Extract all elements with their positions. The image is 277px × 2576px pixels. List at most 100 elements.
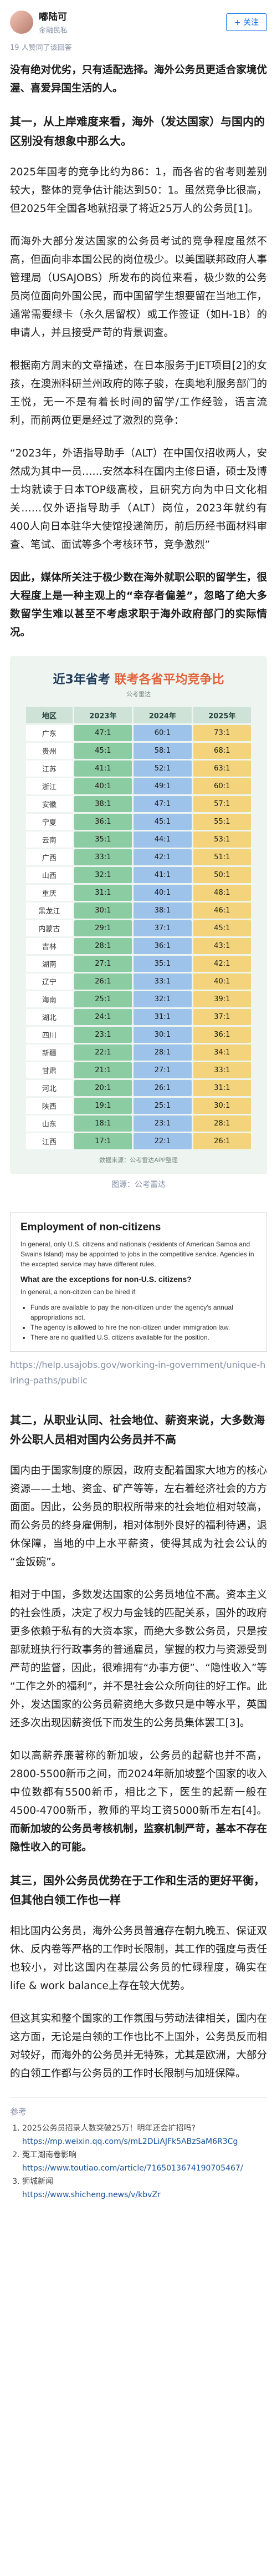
table-cell: 广东: [26, 725, 73, 741]
table-cell: 贵州: [26, 743, 73, 759]
shot-bullet: There are no qualified U.S. citizens ava…: [30, 1332, 257, 1342]
table-cell: 60:1: [193, 778, 251, 794]
table-cell: 内蒙古: [26, 920, 73, 936]
table-cell: 46:1: [193, 902, 251, 919]
table-cell: 四川: [26, 1027, 73, 1043]
table-cell: 58:1: [134, 743, 192, 759]
table-footnote: 数据来源：公考雷达APP整理: [99, 1157, 178, 1164]
author-name[interactable]: 嘟陆可: [39, 12, 67, 23]
table-row: 黑龙江 30:1 38:1 46:1: [26, 902, 251, 919]
table-cell: 41:1: [74, 760, 132, 777]
table-row: 重庆 31:1 40:1 48:1: [26, 885, 251, 901]
table-cell: 浙江: [26, 778, 73, 794]
shot-text: In general, a non-citizen can be hired i…: [20, 1288, 137, 1296]
table-cell: 32:1: [134, 991, 192, 1007]
table-cell: 42:1: [134, 849, 192, 865]
column-header: 2024年: [134, 707, 192, 723]
table-title: 近3年省考 联考各省平均竞争比: [24, 670, 253, 687]
table-cell: 44:1: [134, 831, 192, 848]
table-row: 江苏 41:1 52:1 63:1: [26, 760, 251, 777]
header-row: 地区 2023年 2024年 2025年: [26, 707, 251, 723]
table-cell: 安徽: [26, 796, 73, 812]
table-row: 云南 35:1 44:1 53:1: [26, 831, 251, 848]
heading: 其一，从上岸难度来看，海外（发达国家）与国内的区别没有想象中那么大。: [10, 115, 265, 148]
table-cell: 甘肃: [26, 1062, 73, 1078]
source-link[interactable]: https://help.usajobs.gov/working-in-gove…: [10, 1360, 266, 1386]
screenshot[interactable]: Employment of non-citizens In general, o…: [10, 1212, 267, 1352]
reference-link[interactable]: https://www.toutiao.com/article/71650136…: [22, 2164, 243, 2173]
table-row: 内蒙古 29:1 37:1 45:1: [26, 920, 251, 936]
table-cell: 42:1: [193, 956, 251, 972]
table-cell: 新疆: [26, 1044, 73, 1061]
reference-title: 狮城新闻: [22, 2177, 53, 2186]
table-cell: 60:1: [134, 725, 192, 741]
table-cell: 43:1: [193, 938, 251, 954]
table-cell: 山东: [26, 1115, 73, 1132]
paragraph: 根据南方周末的文章描述，在日本服务于JET项目[2]的女孩，在澳洲科研兰州政府的…: [10, 360, 267, 427]
reference: 冤工湖南卷影响 https://www.toutiao.com/article/7…: [22, 2148, 267, 2175]
table-cell: 34:1: [193, 1044, 251, 1061]
table-cell: 云南: [26, 831, 73, 848]
table-row: 吉林 28:1 36:1 43:1: [26, 938, 251, 954]
table-cell: 宁夏: [26, 814, 73, 830]
table-cell: 重庆: [26, 885, 73, 901]
table-cell: 27:1: [74, 956, 132, 972]
reference-list: 2025公务员招录人数突破25万！明年还会扩招吗? https://mp.weix…: [10, 2122, 267, 2202]
table-cell: 江苏: [26, 760, 73, 777]
table-row: 山东 18:1 23:1 28:1: [26, 1115, 251, 1132]
table-cell: 23:1: [134, 1115, 192, 1132]
reference: 狮城新闻 https://www.shicheng.news/v/kbvZr: [22, 2175, 267, 2202]
follow-button[interactable]: + 关注: [225, 13, 267, 31]
table-row: 湖南 27:1 35:1 42:1: [26, 956, 251, 972]
text: 如以高薪养廉著称的新加坡，公务员的起薪也并不高，2800-5500新币之间，而2…: [10, 1750, 267, 1817]
paragraph: 相对于中国，多数发达国家的公务员地位不高。资本主义的社会性质，决定了权力与金钱的…: [10, 1589, 267, 1729]
table-cell: 55:1: [193, 814, 251, 830]
table-cell: 41:1: [134, 867, 192, 883]
quote: “2023年，外语指导助手（ALT）在中国仅招收两人，安然成为其中一员……安然本…: [10, 448, 267, 551]
shot-bullet: Funds are available to pay the non-citiz…: [30, 1302, 257, 1322]
table-cell: 40:1: [134, 885, 192, 901]
table-cell: 27:1: [134, 1062, 192, 1078]
table-cell: 30:1: [74, 902, 132, 919]
column-header: 地区: [26, 707, 73, 723]
table-cell: 47:1: [134, 796, 192, 812]
table-cell: 45:1: [134, 814, 192, 830]
table-cell: 18:1: [74, 1115, 132, 1132]
table-row: 安徽 38:1 47:1 57:1: [26, 796, 251, 812]
reference-link[interactable]: https://www.shicheng.news/v/kbvZr: [22, 2190, 161, 2199]
table-cell: 24:1: [74, 1009, 132, 1025]
table-cell: 22:1: [134, 1133, 192, 1149]
reference-link[interactable]: https://mp.weixin.qq.com/s/mL2DLiAJFk5AB…: [22, 2137, 238, 2146]
table-cell: 31:1: [193, 1080, 251, 1096]
table-cell: 25:1: [134, 1098, 192, 1114]
table-subtitle: 公考雷达: [126, 691, 151, 698]
table-cell: 17:1: [74, 1133, 132, 1149]
paragraph: 如以高薪养廉著称的新加坡，公务员的起薪也并不高，2800-5500新币之间，而2…: [10, 1747, 267, 1857]
shot-list: Funds are available to pay the non-citiz…: [20, 1302, 257, 1342]
table-cell: 20:1: [74, 1080, 132, 1096]
table-row: 江西 17:1 22:1 26:1: [26, 1133, 251, 1149]
table-cell: 28:1: [193, 1115, 251, 1132]
table-cell: 49:1: [134, 778, 192, 794]
table-cell: 30:1: [134, 1027, 192, 1043]
avatar[interactable]: [10, 10, 33, 34]
table-cell: 21:1: [74, 1062, 132, 1078]
title-highlight: 联考各省平均竞争比: [114, 673, 224, 687]
table-cell: 30:1: [193, 1098, 251, 1114]
reference: 2025公务员招录人数突破25万！明年还会扩招吗? https://mp.weix…: [22, 2122, 267, 2148]
heading: 其二，从职业认同、社会地位、薪资来说，大多数海外公职人员相对国内公务员并不高: [10, 1413, 265, 1446]
table-cell: 32:1: [74, 867, 132, 883]
table-row: 贵州 45:1 58:1 68:1: [26, 743, 251, 759]
table-cell: 50:1: [193, 867, 251, 883]
table-cell: 36:1: [74, 814, 132, 830]
table-image[interactable]: 近3年省考 联考各省平均竞争比 公考雷达 地区 2023年 2024年 2025年 广东…: [10, 656, 267, 1174]
intro: 没有绝对优劣，只有适配选择。海外公务员更适合家境优渥、喜爱异国生活的人。: [10, 64, 267, 94]
shot-heading: Employment of non-citizens: [20, 1221, 161, 1233]
table-cell: 湖南: [26, 956, 73, 972]
table-cell: 38:1: [134, 902, 192, 919]
table-cell: 38:1: [74, 796, 132, 812]
table-row: 辽宁 26:1 33:1 40:1: [26, 973, 251, 990]
table-cell: 33:1: [74, 849, 132, 865]
table-cell: 45:1: [193, 920, 251, 936]
